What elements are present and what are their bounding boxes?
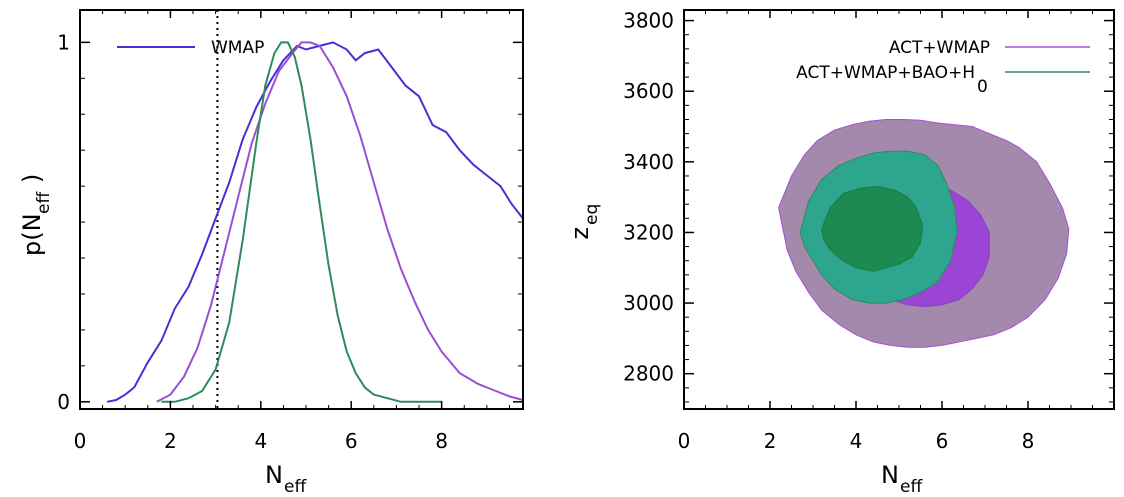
legend-label-act-wmap-bao-h0: ACT+WMAP+BAO+H (796, 63, 975, 83)
right-legend: ACT+WMAP ACT+WMAP+BAO+H 0 (796, 38, 1090, 97)
left-ticks: 0 2 4 6 8 0 1 (57, 10, 523, 453)
right-plot-area (778, 119, 1070, 348)
right-x-axis-title-sub: eff (900, 477, 923, 497)
x-tick-label: 4 (850, 429, 863, 453)
series-line-curve-1 (156, 41, 524, 403)
right-y-axis-title: z (566, 227, 594, 240)
right-y-axis-title-group: z eq (566, 204, 602, 240)
right-y-axis-title-sub: eq (582, 204, 602, 225)
x-tick-label: 0 (678, 429, 691, 453)
x-tick-label: 6 (936, 429, 949, 453)
left-legend: WMAP (117, 38, 264, 58)
right-ticks: 0 2 4 6 8 2800 3000 3200 3400 3600 3800 (623, 9, 1114, 453)
y-tick-label: 0 (57, 390, 70, 414)
y-tick-label: 1 (57, 30, 70, 54)
left-y-axis-title-sub: eff (34, 191, 54, 214)
x-tick-label: 6 (345, 429, 358, 453)
left-plot-area (106, 10, 524, 409)
left-y-axis-title-group: p(N eff ) (18, 174, 54, 256)
left-y-axis-title: p(N (18, 213, 46, 256)
y-tick-label: 3200 (623, 220, 674, 244)
left-x-axis-title-sub: eff (284, 477, 307, 497)
right-x-axis-title: N (881, 461, 899, 489)
left-axes-frame (79, 9, 524, 410)
y-tick-label: 3000 (623, 291, 674, 315)
x-tick-label: 8 (1022, 429, 1035, 453)
x-tick-label: 2 (764, 429, 777, 453)
panel-right-zeq-contours: 0 2 4 6 8 2800 3000 3200 3400 3600 3800 ACT+WMAP A… (566, 9, 1115, 497)
series-line-wmap (106, 41, 524, 403)
y-tick-label: 3800 (623, 9, 674, 33)
x-tick-label: 4 (254, 429, 267, 453)
y-tick-label: 3600 (623, 79, 674, 103)
panel-left-nu-distribution: 0 2 4 6 8 0 1 WMAP N eff p(N eff ) (18, 9, 524, 497)
x-tick-label: 2 (164, 429, 177, 453)
y-tick-label: 2800 (623, 362, 674, 386)
legend-label-wmap: WMAP (211, 38, 264, 58)
x-tick-label: 0 (74, 429, 87, 453)
y-tick-label: 3400 (623, 150, 674, 174)
left-x-axis-title: N (265, 461, 283, 489)
x-tick-label: 8 (435, 429, 448, 453)
legend-label-act-wmap-bao-h0-sub: 0 (977, 77, 988, 97)
contour-act-wmap-bao-h0-68 (821, 186, 924, 272)
legend-label-act-wmap: ACT+WMAP (889, 38, 990, 58)
series-line-curve-2 (161, 41, 442, 403)
left-y-axis-title-close: ) (18, 174, 46, 183)
